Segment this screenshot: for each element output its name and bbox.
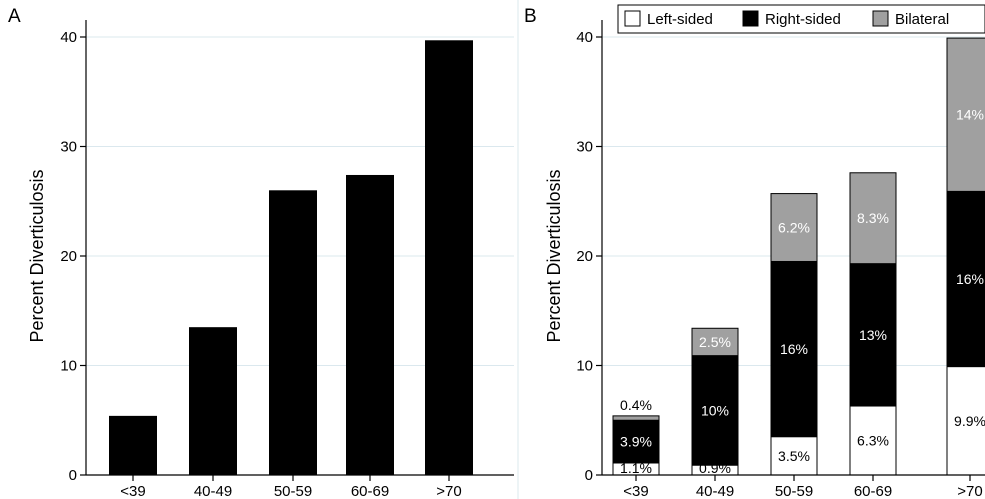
panel-b-data-label-bilateral-60-69: 8.3% <box>857 210 889 226</box>
legend-box <box>617 4 985 34</box>
legend-label-left-sided: Left-sided <box>647 11 713 28</box>
panel-b: B Percent Diverticulosis 0 10 20 30 40 1.1% 0… <box>524 4 985 499</box>
legend-label-right-sided: Right-sided <box>765 11 841 28</box>
panel-a-x-tick-label-40-49: 40-49 <box>194 483 232 499</box>
panel-b-y-ticks: 0 10 20 30 40 <box>576 29 602 484</box>
panel-b-data-label-right-sided-lt-39: 3.9% <box>620 434 652 450</box>
legend: Left-sided Right-sided Bilateral <box>617 4 985 34</box>
panel-a: A Percent Diverticulosis 0 10 20 30 40 <39 40… <box>8 6 514 499</box>
panel-b-x-ticks: <39 40-49 50-59 60-69 >70 <box>623 475 983 499</box>
panel-a-x-tick-label-50-59: 50-59 <box>274 483 312 499</box>
panel-a-label: A <box>8 6 21 27</box>
panel-b-data-label-right-sided-60-69: 13% <box>859 327 887 343</box>
panel-a-y-tick-label-40: 40 <box>60 29 77 46</box>
panel-b-x-tick-label-gt-70: >70 <box>957 483 982 499</box>
legend-swatch-left-sided <box>624 10 641 27</box>
panel-b-segment-bilateral-lt-39 <box>612 415 660 421</box>
panel-b-x-tick-label-40-49: 40-49 <box>696 483 734 499</box>
panel-a-bar-50-59 <box>269 190 317 476</box>
panel-a-bar-gt-70 <box>425 40 473 475</box>
panel-b-segment-right-sided-60-69 <box>849 263 897 407</box>
panel-b-y-tick-label-30: 30 <box>576 139 593 156</box>
panel-b-data-label-bilateral-lt-39: 0.4% <box>620 397 652 413</box>
panel-b-y-tick-label-20: 20 <box>576 248 593 265</box>
panel-b-y-axis-title: Percent Diverticulosis <box>544 169 564 342</box>
panel-b-data-label-right-sided-gt-70: 16% <box>956 271 984 287</box>
panel-b-bars: 1.1% 0.9%3.5%6.3%9.9%3.9%10%16%13%16%0.4%… <box>612 37 985 476</box>
panel-b-segment-bilateral-60-69 <box>849 172 897 265</box>
panel-a-y-tick-label-10: 10 <box>60 358 77 375</box>
legend-swatch-right-sided <box>742 10 759 27</box>
panel-b-x-tick-label-lt-39: <39 <box>623 483 648 499</box>
panel-a-x-tick-label-gt-70: >70 <box>436 483 461 499</box>
panel-a-y-ticks: 0 10 20 30 40 <box>60 29 86 484</box>
panel-b-segment-right-sided-gt-70 <box>946 190 985 368</box>
panel-b-x-tick-label-60-69: 60-69 <box>854 483 892 499</box>
panel-b-data-label-right-sided-50-59: 16% <box>780 341 808 357</box>
panel-b-segment-bilateral-40-49 <box>691 327 739 357</box>
panel-b-data-label-right-sided-40-49: 10% <box>701 402 729 418</box>
panel-a-y-tick-label-20: 20 <box>60 248 77 265</box>
panel-a-y-tick-label-0: 0 <box>69 467 77 484</box>
panel-b-x-tick-label-50-59: 50-59 <box>775 483 813 499</box>
panel-b-segment-left-sided-gt-70 <box>946 366 985 476</box>
panel-b-y-tick-label-40: 40 <box>576 29 593 46</box>
panel-b-data-label-left-sided-lt-39: 1.1% <box>620 460 652 476</box>
panel-b-data-label-left-sided-50-59: 3.5% <box>778 448 810 464</box>
panel-b-y-tick-label-10: 10 <box>576 358 593 375</box>
panel-b-data-label-left-sided-gt-70: 9.9% <box>954 413 985 429</box>
panel-b-data-label-bilateral-gt-70: 14% <box>956 107 984 123</box>
panel-b-label: B <box>524 6 537 27</box>
legend-label-bilateral: Bilateral <box>895 11 949 28</box>
panel-a-y-tick-label-30: 30 <box>60 139 77 156</box>
panel-a-bar-60-69 <box>346 174 394 475</box>
panel-b-segment-right-sided-50-59 <box>770 260 818 438</box>
panel-b-y-tick-label-0: 0 <box>585 467 593 484</box>
panel-b-segment-right-sided-40-49 <box>691 355 739 466</box>
panel-b-segment-bilateral-gt-70 <box>946 37 985 192</box>
panel-a-x-ticks: <39 40-49 50-59 60-69 >70 <box>120 475 462 499</box>
panel-a-x-tick-label-60-69: 60-69 <box>351 483 389 499</box>
panel-b-data-label-left-sided-60-69: 6.3% <box>857 433 889 449</box>
panel-b-data-label-bilateral-50-59: 6.2% <box>778 220 810 236</box>
panel-b-data-label-bilateral-40-49: 2.5% <box>699 334 731 350</box>
panel-a-bar-40-49 <box>189 327 237 475</box>
panel-a-bar-lt-39 <box>109 415 157 475</box>
panel-a-y-axis-title: Percent Diverticulosis <box>27 169 47 342</box>
panel-a-bars <box>109 40 473 476</box>
panel-b-segment-bilateral-50-59 <box>770 193 818 262</box>
panel-b-segment-left-sided-60-69 <box>849 405 897 476</box>
legend-swatch-bilateral <box>872 10 889 27</box>
panel-a-x-tick-label-lt-39: <39 <box>120 483 145 499</box>
